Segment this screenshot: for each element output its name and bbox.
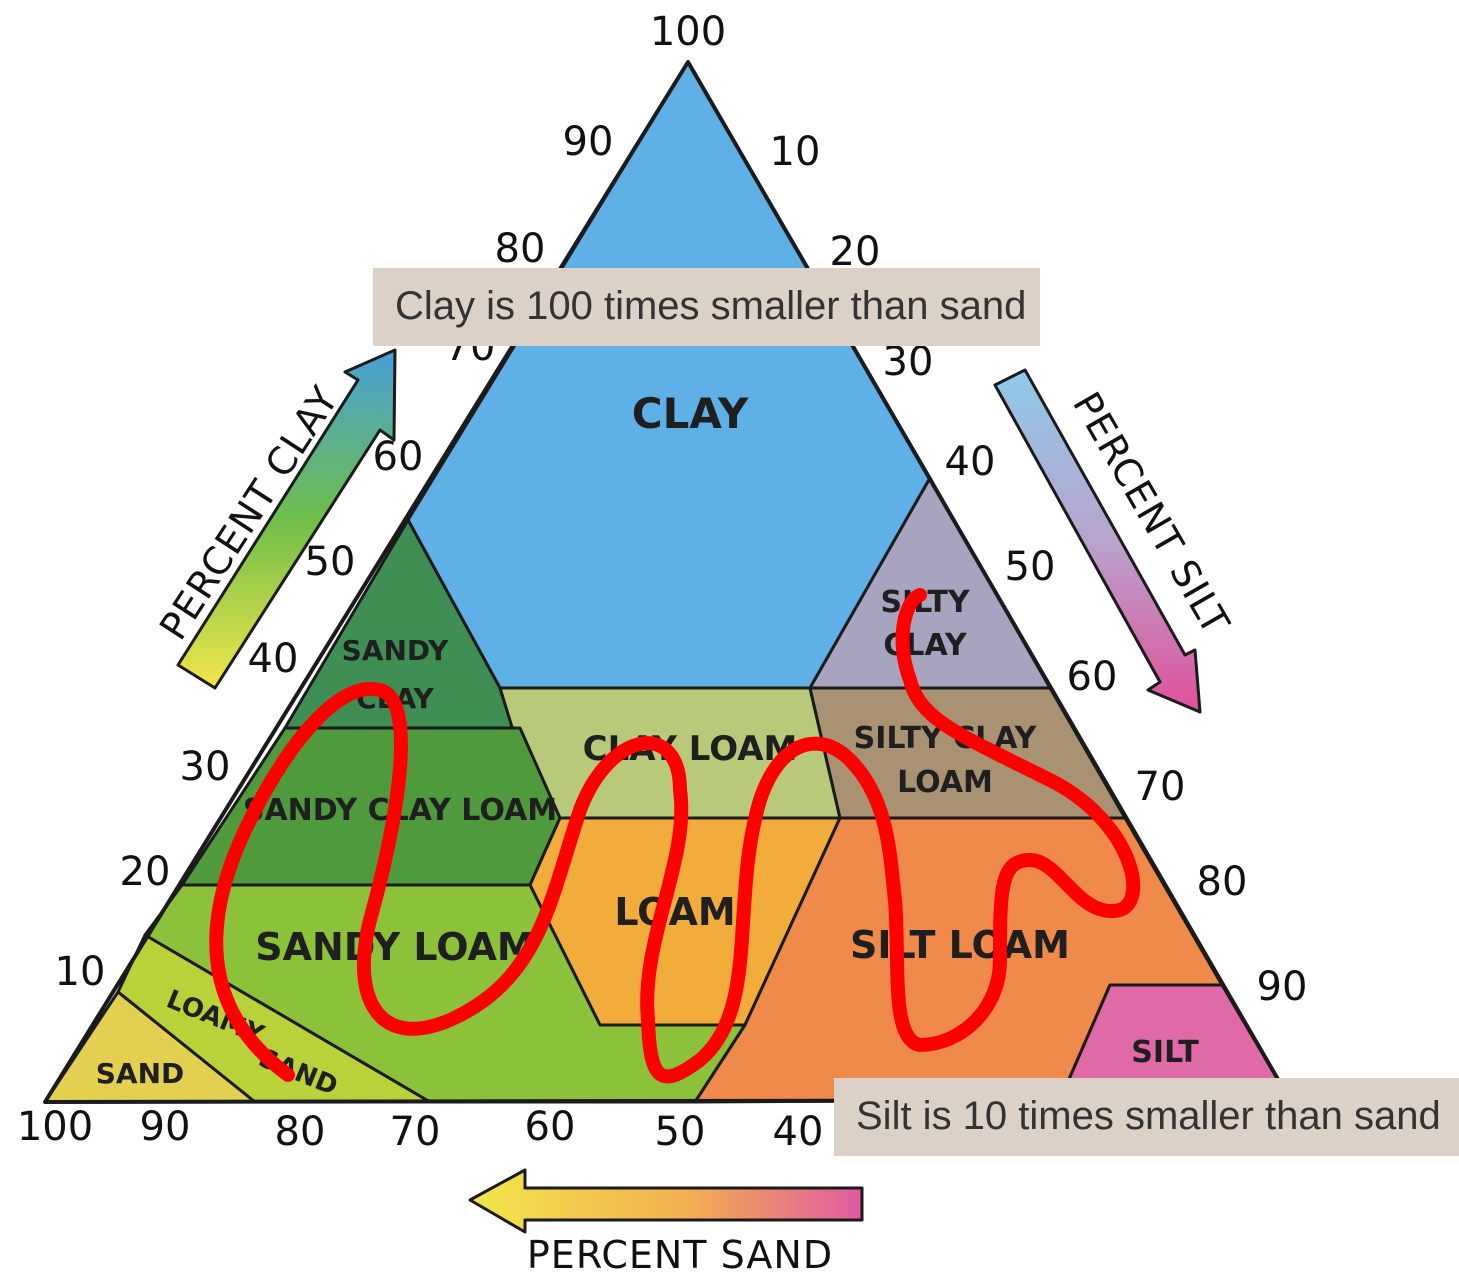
clay-axis-ticks: 90 80 70 60 50 40 30 20 10: [55, 119, 614, 995]
sand-tick: 90: [140, 1104, 191, 1150]
zone-label-sandy-clay: SANDY: [342, 634, 449, 667]
silt-tick: 60: [1067, 654, 1118, 700]
clay-tick: 40: [248, 636, 299, 682]
zone-label-silty-clay: SILTY: [880, 585, 970, 620]
zone-label-silty-clay-loam-2: LOAM: [897, 765, 993, 800]
clay-tick: 30: [180, 744, 231, 790]
clay-size-caption: Clay is 100 times smaller than sand: [373, 268, 1040, 346]
silt-tick: 50: [1005, 544, 1056, 590]
silt-tick: 40: [945, 439, 996, 485]
zone-label-loam: LOAM: [614, 890, 735, 934]
zone-label-sandy-loam: SANDY LOAM: [255, 925, 534, 969]
silt-axis-ticks: 10 20 30 40 50 60 70 80 90: [770, 129, 1308, 1010]
silt-tick: 80: [1197, 859, 1248, 905]
sand-tick: 70: [390, 1109, 441, 1155]
clay-tick: 80: [495, 226, 546, 272]
clay-tick: 10: [55, 949, 106, 995]
silt-size-caption: Silt is 10 times smaller than sand: [834, 1078, 1459, 1156]
sand-tick: 40: [773, 1109, 824, 1155]
silt-tick: 30: [883, 339, 934, 385]
silt-tick: 70: [1135, 764, 1186, 810]
silt-tick: 90: [1257, 964, 1308, 1010]
clay-tick: 90: [563, 119, 614, 165]
sand-tick: 50: [655, 1109, 706, 1155]
clay-tick: 60: [373, 434, 424, 480]
sand-tick: 100: [17, 1104, 93, 1150]
clay-tick: 20: [120, 849, 171, 895]
zone-label-clay: CLAY: [632, 389, 749, 438]
silt-tick: 20: [830, 229, 881, 275]
apex-label: 100: [650, 9, 726, 55]
silt-tick: 10: [770, 129, 821, 175]
red-scribble: [209, 588, 1141, 1084]
triangle-outline: [43, 60, 1292, 1104]
zone-clay: [406, 60, 932, 690]
zone-label-sand: SAND: [96, 1057, 185, 1090]
zone-label-silt-loam: SILT LOAM: [850, 923, 1070, 967]
sand-tick: 60: [525, 1104, 576, 1150]
sand-axis-ticks: 100 90 80 70 60 50 40: [17, 1104, 824, 1155]
percent-sand-title: PERCENT SAND: [527, 1233, 833, 1275]
sand-tick: 80: [275, 1109, 326, 1155]
percent-sand-arrow: PERCENT SAND: [468, 1168, 864, 1275]
zone-label-silt: SILT: [1131, 1035, 1199, 1070]
clay-tick: 50: [305, 539, 356, 585]
